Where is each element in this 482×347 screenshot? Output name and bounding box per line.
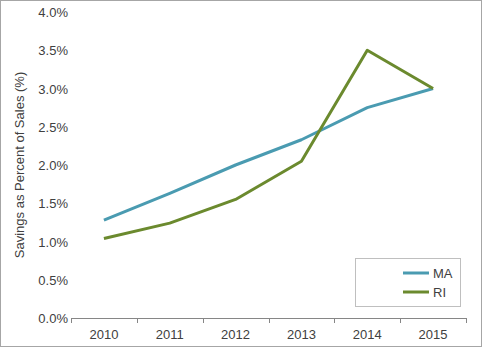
y-tick-label: 2.0%	[38, 158, 68, 173]
category-tick	[466, 318, 467, 323]
y-axis-label: Savings as Percent of Sales (%)	[12, 72, 27, 258]
y-tick-label: 0.0%	[38, 311, 68, 326]
y-tick-label: 2.5%	[38, 120, 68, 135]
x-tick-label: 2015	[419, 327, 448, 342]
chart-border	[1, 1, 482, 347]
legend-box	[356, 259, 461, 307]
category-tick	[400, 318, 401, 323]
x-axis-line	[71, 318, 466, 319]
x-tick-label: 2014	[353, 327, 382, 342]
series-line	[104, 50, 433, 238]
y-tick-label: 0.5%	[38, 273, 68, 288]
chart-container: 0.0% 0.5% 1.0% 1.5% 2.0% 2.5% 3.0% 3.5% 4.0% 2010…	[0, 0, 482, 347]
category-tick	[334, 318, 335, 323]
series-line	[104, 89, 433, 221]
y-tick-label: 1.0%	[38, 235, 68, 250]
x-tick-label: 2011	[156, 327, 184, 342]
y-tick-label: 3.5%	[38, 43, 68, 58]
y-tick-label: 3.0%	[38, 82, 68, 97]
x-tick-label: 2012	[221, 327, 250, 342]
category-tick	[137, 318, 138, 323]
chart-svg: 0.0% 0.5% 1.0% 1.5% 2.0% 2.5% 3.0% 3.5% 4.0% 2010…	[0, 0, 482, 347]
category-tick	[203, 318, 204, 323]
category-tick	[71, 318, 72, 323]
y-tick-label: 1.5%	[38, 196, 68, 211]
legend: MA RI	[356, 259, 461, 307]
legend-label: RI	[433, 285, 446, 300]
x-tick-label: 2013	[287, 327, 316, 342]
x-tick-label: 2010	[89, 327, 118, 342]
category-tick	[269, 318, 270, 323]
plot-area	[104, 50, 433, 238]
y-tick-label: 4.0%	[38, 5, 68, 20]
legend-label: MA	[433, 266, 453, 281]
legend-swatch	[403, 291, 429, 294]
legend-swatch	[403, 272, 429, 275]
